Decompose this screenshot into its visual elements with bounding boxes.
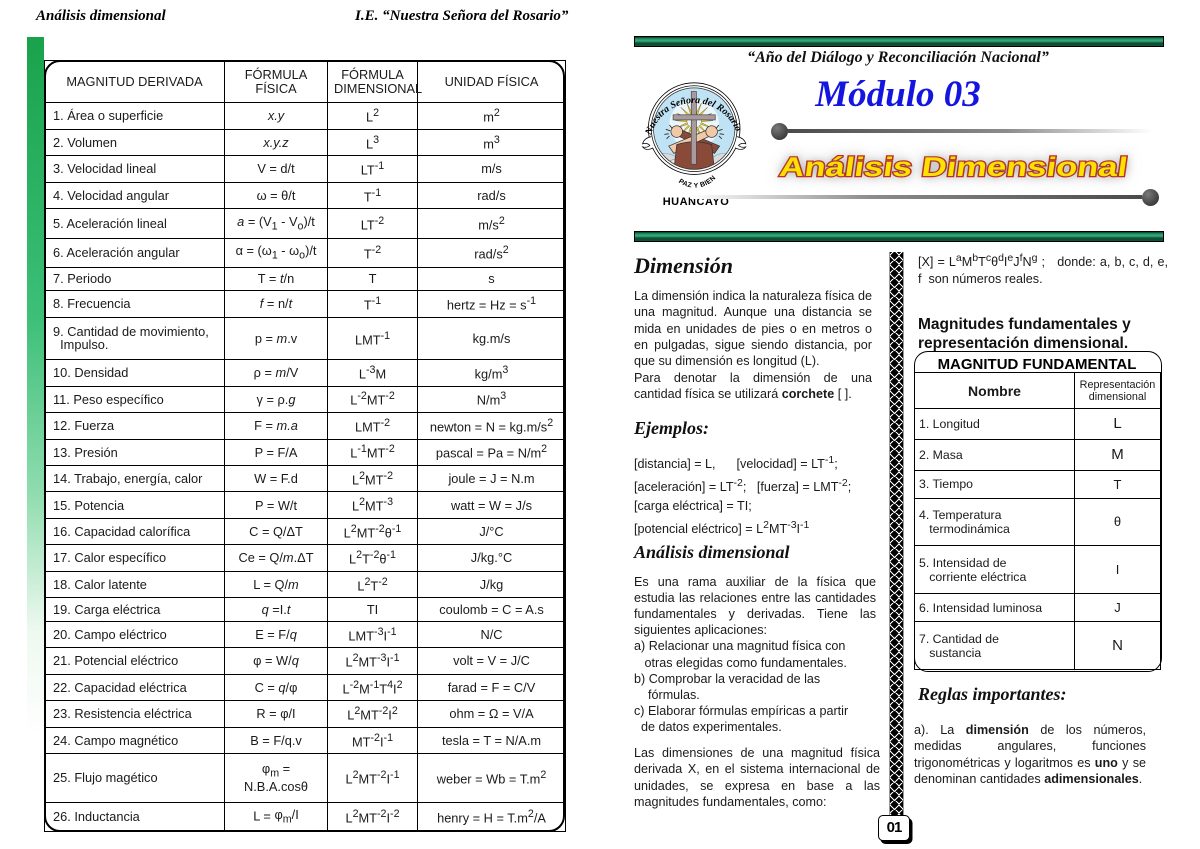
svg-text:PAZ Y BIEN: PAZ Y BIEN	[677, 174, 717, 189]
